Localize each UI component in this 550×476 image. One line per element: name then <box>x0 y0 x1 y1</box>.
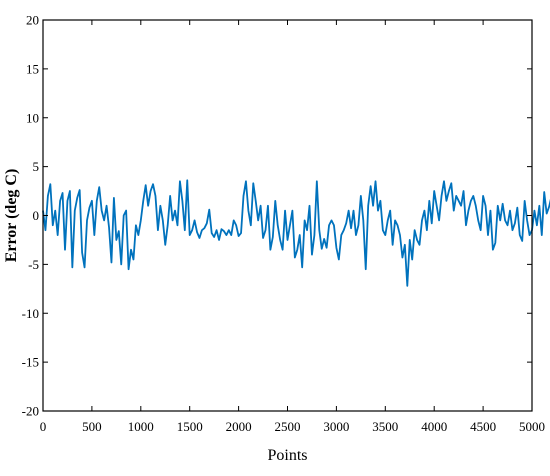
x-axis-title: Points <box>267 447 307 464</box>
y-tick-label: 0 <box>33 208 40 223</box>
x-tick-label: 500 <box>82 419 102 434</box>
y-tick-label: -15 <box>22 355 39 370</box>
y-tick-label: 20 <box>26 13 39 28</box>
y-tick-label: 10 <box>26 110 39 125</box>
x-tick-label: 1500 <box>177 419 203 434</box>
x-tick-label: 1000 <box>128 419 154 434</box>
x-tick-label: 3000 <box>323 419 349 434</box>
x-tick-label: 2500 <box>275 419 301 434</box>
x-tick-label: 2000 <box>226 419 252 434</box>
y-tick-label: -10 <box>22 306 39 321</box>
series-layer <box>42 179 550 287</box>
series-line-1 <box>42 179 550 287</box>
y-tick-label: -20 <box>22 404 39 419</box>
y-axis: -20 -15 -10 -5 0 5 10 15 20 <box>22 13 532 419</box>
x-tick-label: 3500 <box>372 419 398 434</box>
x-tick-label: 5000 <box>519 419 545 434</box>
y-tick-label: 15 <box>26 61 39 76</box>
y-tick-label: -5 <box>28 257 39 272</box>
x-tick-label: 4500 <box>470 419 496 434</box>
y-axis-title: Error (deg C) <box>3 169 20 263</box>
x-tick-label: 4000 <box>421 419 447 434</box>
x-tick-label: 0 <box>40 419 47 434</box>
x-axis: 0 500 1000 1500 2000 2500 3000 3500 4000 4500 5000 <box>40 20 545 434</box>
y-tick-label: 5 <box>33 159 40 174</box>
